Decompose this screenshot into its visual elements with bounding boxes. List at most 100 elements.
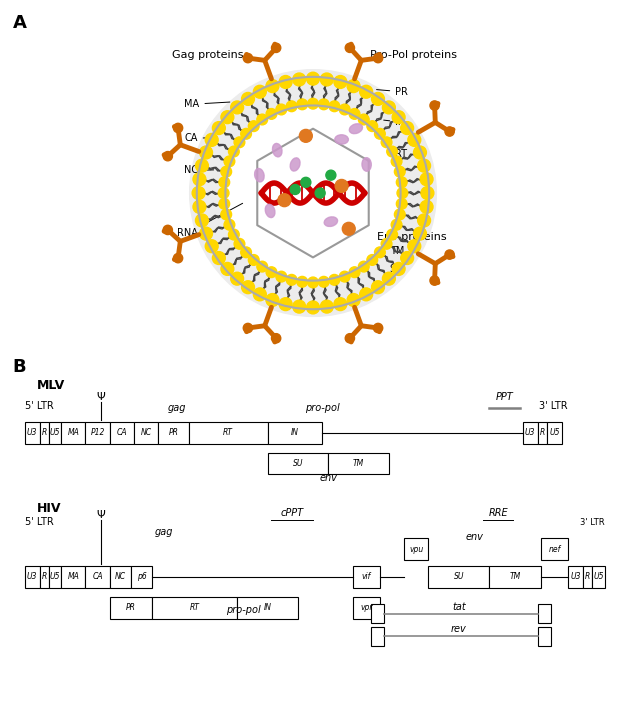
Circle shape [391, 156, 402, 167]
Circle shape [367, 255, 377, 265]
Text: NC: NC [184, 165, 213, 175]
Circle shape [257, 114, 267, 125]
Circle shape [334, 76, 347, 89]
Circle shape [382, 272, 395, 285]
Ellipse shape [272, 144, 282, 157]
Circle shape [254, 85, 266, 98]
Circle shape [319, 99, 329, 109]
Circle shape [279, 76, 292, 89]
Text: CA: CA [116, 428, 127, 437]
Circle shape [420, 200, 433, 213]
Bar [352, 566, 380, 588]
Circle shape [301, 177, 311, 187]
Circle shape [315, 188, 325, 198]
Circle shape [418, 214, 431, 227]
Text: NC: NC [115, 572, 126, 581]
Circle shape [401, 122, 414, 134]
Circle shape [286, 275, 297, 285]
Circle shape [299, 129, 312, 142]
Circle shape [266, 109, 277, 119]
Text: IN: IN [291, 428, 299, 437]
Circle shape [266, 267, 277, 277]
Circle shape [414, 227, 426, 240]
Circle shape [231, 101, 244, 114]
Text: env: env [319, 473, 337, 483]
Bar [371, 627, 384, 646]
Text: R: R [585, 572, 590, 581]
Circle shape [421, 187, 434, 199]
Text: PR: PR [168, 428, 178, 437]
Text: Gag proteins: Gag proteins [172, 50, 244, 60]
Text: CA: CA [184, 133, 217, 143]
Text: MA: MA [68, 572, 79, 581]
Circle shape [387, 230, 398, 240]
Bar [85, 566, 110, 588]
Circle shape [221, 262, 233, 275]
Circle shape [279, 297, 292, 310]
Text: Ψ: Ψ [96, 510, 105, 520]
Circle shape [219, 199, 230, 209]
Ellipse shape [349, 124, 362, 134]
Bar [267, 422, 322, 443]
Circle shape [190, 70, 436, 317]
Circle shape [278, 194, 291, 207]
Text: gag: gag [167, 403, 186, 413]
Circle shape [372, 92, 384, 105]
Text: rev: rev [451, 624, 467, 634]
Circle shape [249, 255, 259, 265]
Circle shape [307, 72, 319, 85]
Bar [538, 604, 551, 623]
Bar [158, 422, 188, 443]
Circle shape [339, 271, 350, 282]
Text: cPPT: cPPT [280, 508, 304, 518]
Text: nef: nef [548, 545, 561, 554]
Text: Env proteins: Env proteins [377, 232, 447, 242]
Text: IN: IN [264, 603, 272, 612]
Bar [237, 596, 298, 618]
Circle shape [445, 127, 454, 136]
Circle shape [244, 54, 252, 63]
Circle shape [393, 262, 405, 275]
Circle shape [293, 73, 305, 86]
Circle shape [342, 222, 355, 235]
Text: B: B [13, 358, 26, 375]
Circle shape [205, 240, 218, 252]
Text: A: A [13, 14, 26, 32]
Bar [49, 566, 61, 588]
Circle shape [266, 79, 279, 92]
Bar [61, 566, 85, 588]
Bar [110, 422, 134, 443]
Text: CA: CA [92, 572, 103, 581]
Bar [547, 422, 562, 443]
Circle shape [374, 129, 385, 139]
Bar [328, 453, 389, 475]
Circle shape [430, 276, 439, 285]
Bar [24, 566, 40, 588]
Circle shape [345, 43, 354, 52]
Circle shape [391, 220, 402, 230]
Circle shape [249, 121, 259, 132]
Circle shape [272, 43, 281, 52]
Circle shape [319, 277, 329, 287]
Text: HIV: HIV [37, 502, 61, 516]
Circle shape [193, 200, 206, 213]
Circle shape [349, 267, 360, 277]
Circle shape [420, 173, 433, 186]
Circle shape [329, 275, 340, 285]
Text: Ψ: Ψ [96, 392, 105, 402]
Ellipse shape [265, 204, 275, 217]
Text: p6: p6 [136, 572, 146, 581]
Circle shape [321, 300, 333, 313]
Bar [538, 627, 551, 646]
Bar [131, 566, 152, 588]
Circle shape [221, 167, 232, 177]
Bar [188, 422, 267, 443]
Text: vpu: vpu [409, 545, 423, 554]
Circle shape [205, 134, 218, 147]
Bar [267, 453, 328, 475]
Text: U3: U3 [525, 428, 535, 437]
Circle shape [418, 159, 431, 172]
Bar [428, 566, 489, 588]
Circle shape [367, 121, 377, 132]
Circle shape [224, 220, 235, 230]
